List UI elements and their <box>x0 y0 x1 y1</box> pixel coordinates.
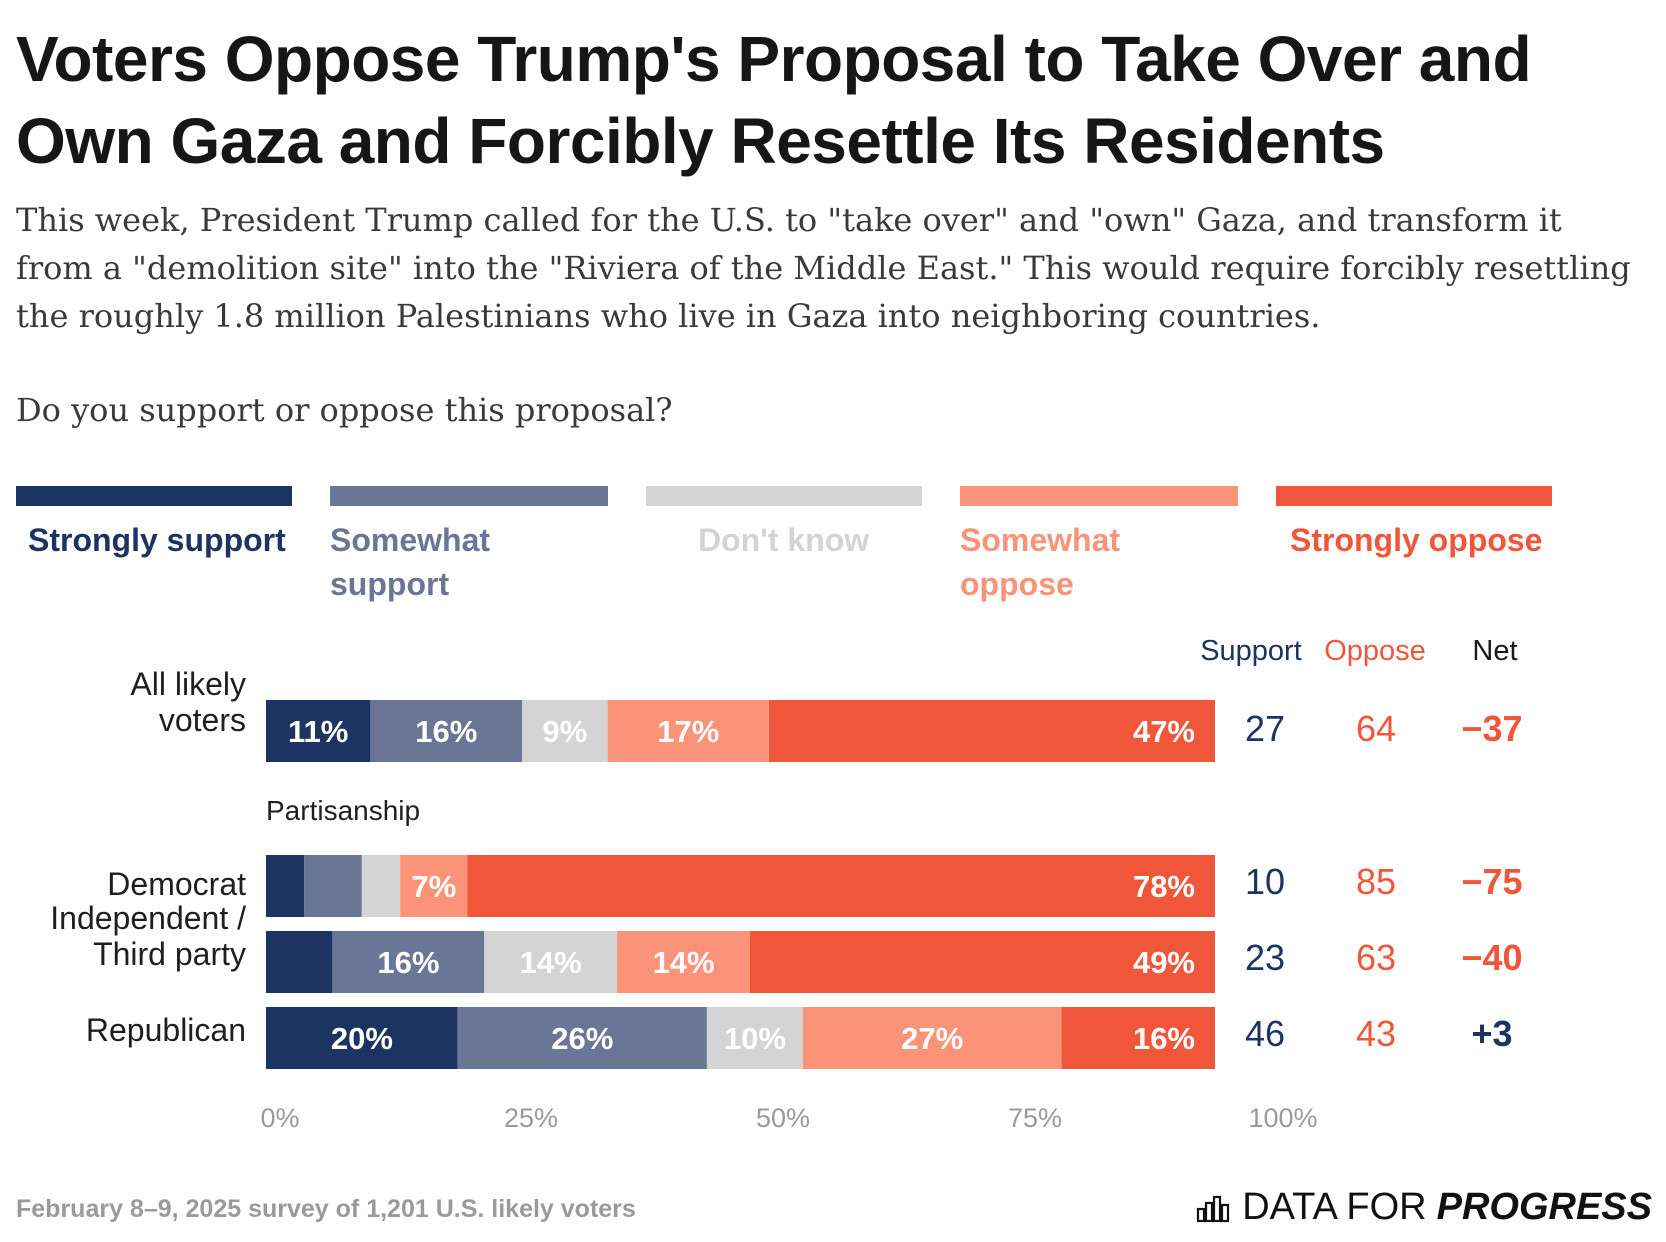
bar-value-label: 27% <box>901 1021 963 1056</box>
bar-segment-somewhat-oppose <box>617 931 750 993</box>
bar-value-label: 26% <box>551 1021 613 1056</box>
x-tick-label: 75% <box>1007 1103 1063 1133</box>
support-value: 23 <box>1244 937 1286 978</box>
brand-logo: DATA FOR PROGRESS <box>1196 1186 1652 1229</box>
bar-value-label: 11% <box>288 714 348 749</box>
x-tick-label: 25% <box>503 1103 559 1133</box>
bar-segment-somewhat-oppose <box>400 855 468 917</box>
oppose-value: 64 <box>1355 708 1397 749</box>
chart-subtitle: This week, President Trump called for th… <box>16 201 1631 335</box>
bar-segment-strongly-support <box>266 700 371 762</box>
bar-value-label: 78% <box>1133 869 1195 904</box>
bar-value-label: 20% <box>331 1021 393 1056</box>
legend-label: Strongly oppose <box>1290 522 1543 558</box>
legend-item-strongly-oppose: Strongly oppose <box>1276 486 1552 562</box>
bar-value-label: 7% <box>411 869 456 904</box>
bar-segment-strongly-oppose <box>1061 1007 1215 1069</box>
bar-segment-somewhat-oppose <box>802 1007 1062 1069</box>
bar-value-label: 47% <box>1133 714 1195 749</box>
bar-value-label: 9% <box>542 714 587 749</box>
bar-segment-don-t-know <box>361 855 401 917</box>
legend-label: Somewhat oppose <box>960 522 1121 602</box>
bar-value-label: 14% <box>520 945 582 980</box>
bar-value-label: 17% <box>657 714 719 749</box>
row-label-democrat: Democrat <box>107 866 246 902</box>
legend-label: Strongly support <box>28 522 286 558</box>
survey-question: Do you support or oppose this proposal? <box>16 391 673 429</box>
bar-segment-strongly-oppose <box>769 700 1215 762</box>
legend-swatch <box>16 486 292 506</box>
column-header-support: Support <box>1200 635 1302 667</box>
column-header-net: Net <box>1472 635 1518 667</box>
legend-label: Don't know <box>698 522 870 558</box>
bar-value-label: 16% <box>1133 1021 1195 1056</box>
bar-segment-don-t-know <box>522 700 608 762</box>
oppose-value: 85 <box>1355 861 1397 902</box>
legend-item-dont-know: Don't know <box>646 486 922 562</box>
column-header-oppose: Oppose <box>1324 635 1426 667</box>
legend-item-somewhat-oppose: Somewhat oppose <box>960 486 1238 606</box>
x-tick-label: 0% <box>260 1103 300 1133</box>
bar-segment-somewhat-support <box>370 700 523 762</box>
legend-swatch <box>1276 486 1552 506</box>
bar-segment-strongly-support <box>266 1007 458 1069</box>
net-value: +3 <box>1471 1013 1513 1054</box>
row-label-all-likely-voters: All likely voters <box>130 666 246 738</box>
brand-name-part2: PROGRESS <box>1436 1186 1652 1228</box>
bar-segment-somewhat-oppose <box>607 700 769 762</box>
legend-swatch <box>960 486 1238 506</box>
row-label-independent: Independent / Third party <box>50 900 246 972</box>
oppose-value: 63 <box>1355 937 1397 978</box>
bar-segment-strongly-support <box>266 855 305 917</box>
bar-segment-somewhat-support <box>457 1007 707 1069</box>
support-value: 27 <box>1244 708 1286 749</box>
net-value: −40 <box>1461 937 1523 978</box>
bar-segment-don-t-know <box>706 1007 803 1069</box>
legend-swatch <box>330 486 608 506</box>
bar-segment-somewhat-support <box>332 931 485 993</box>
bar-segment-strongly-oppose <box>750 931 1215 993</box>
bar-value-label: 16% <box>377 945 439 980</box>
legend-swatch <box>646 486 922 506</box>
x-tick-label: 100% <box>1248 1103 1318 1133</box>
bar-value-label: 10% <box>724 1021 786 1056</box>
legend-item-somewhat-support: Somewhat support <box>330 486 608 606</box>
net-value: −37 <box>1461 708 1523 749</box>
bar-segment-strongly-oppose <box>467 855 1215 917</box>
support-value: 10 <box>1244 861 1286 902</box>
oppose-value: 43 <box>1355 1013 1397 1054</box>
x-tick-label: 50% <box>755 1103 811 1133</box>
bar-chart-icon <box>1197 1195 1230 1222</box>
row-label-republican: Republican <box>85 1012 246 1048</box>
bar-value-label: 14% <box>653 945 715 980</box>
bar-value-label: 49% <box>1133 945 1195 980</box>
legend-item-strongly-support: Strongly support <box>16 486 292 562</box>
support-value: 46 <box>1244 1013 1286 1054</box>
brand-name-part1: DATA FOR <box>1242 1186 1427 1228</box>
legend-label: Somewhat support <box>330 522 491 602</box>
group-label-partisanship: Partisanship <box>266 795 421 826</box>
bar-segment-don-t-know <box>484 931 618 993</box>
bar-segment-somewhat-support <box>304 855 362 917</box>
chart-title: Voters Oppose Trump's Proposal to Take O… <box>16 23 1532 177</box>
bar-segment-strongly-support <box>266 931 333 993</box>
footnote: February 8–9, 2025 survey of 1,201 U.S. … <box>16 1195 636 1223</box>
net-value: −75 <box>1461 861 1523 902</box>
bar-value-label: 16% <box>415 714 477 749</box>
